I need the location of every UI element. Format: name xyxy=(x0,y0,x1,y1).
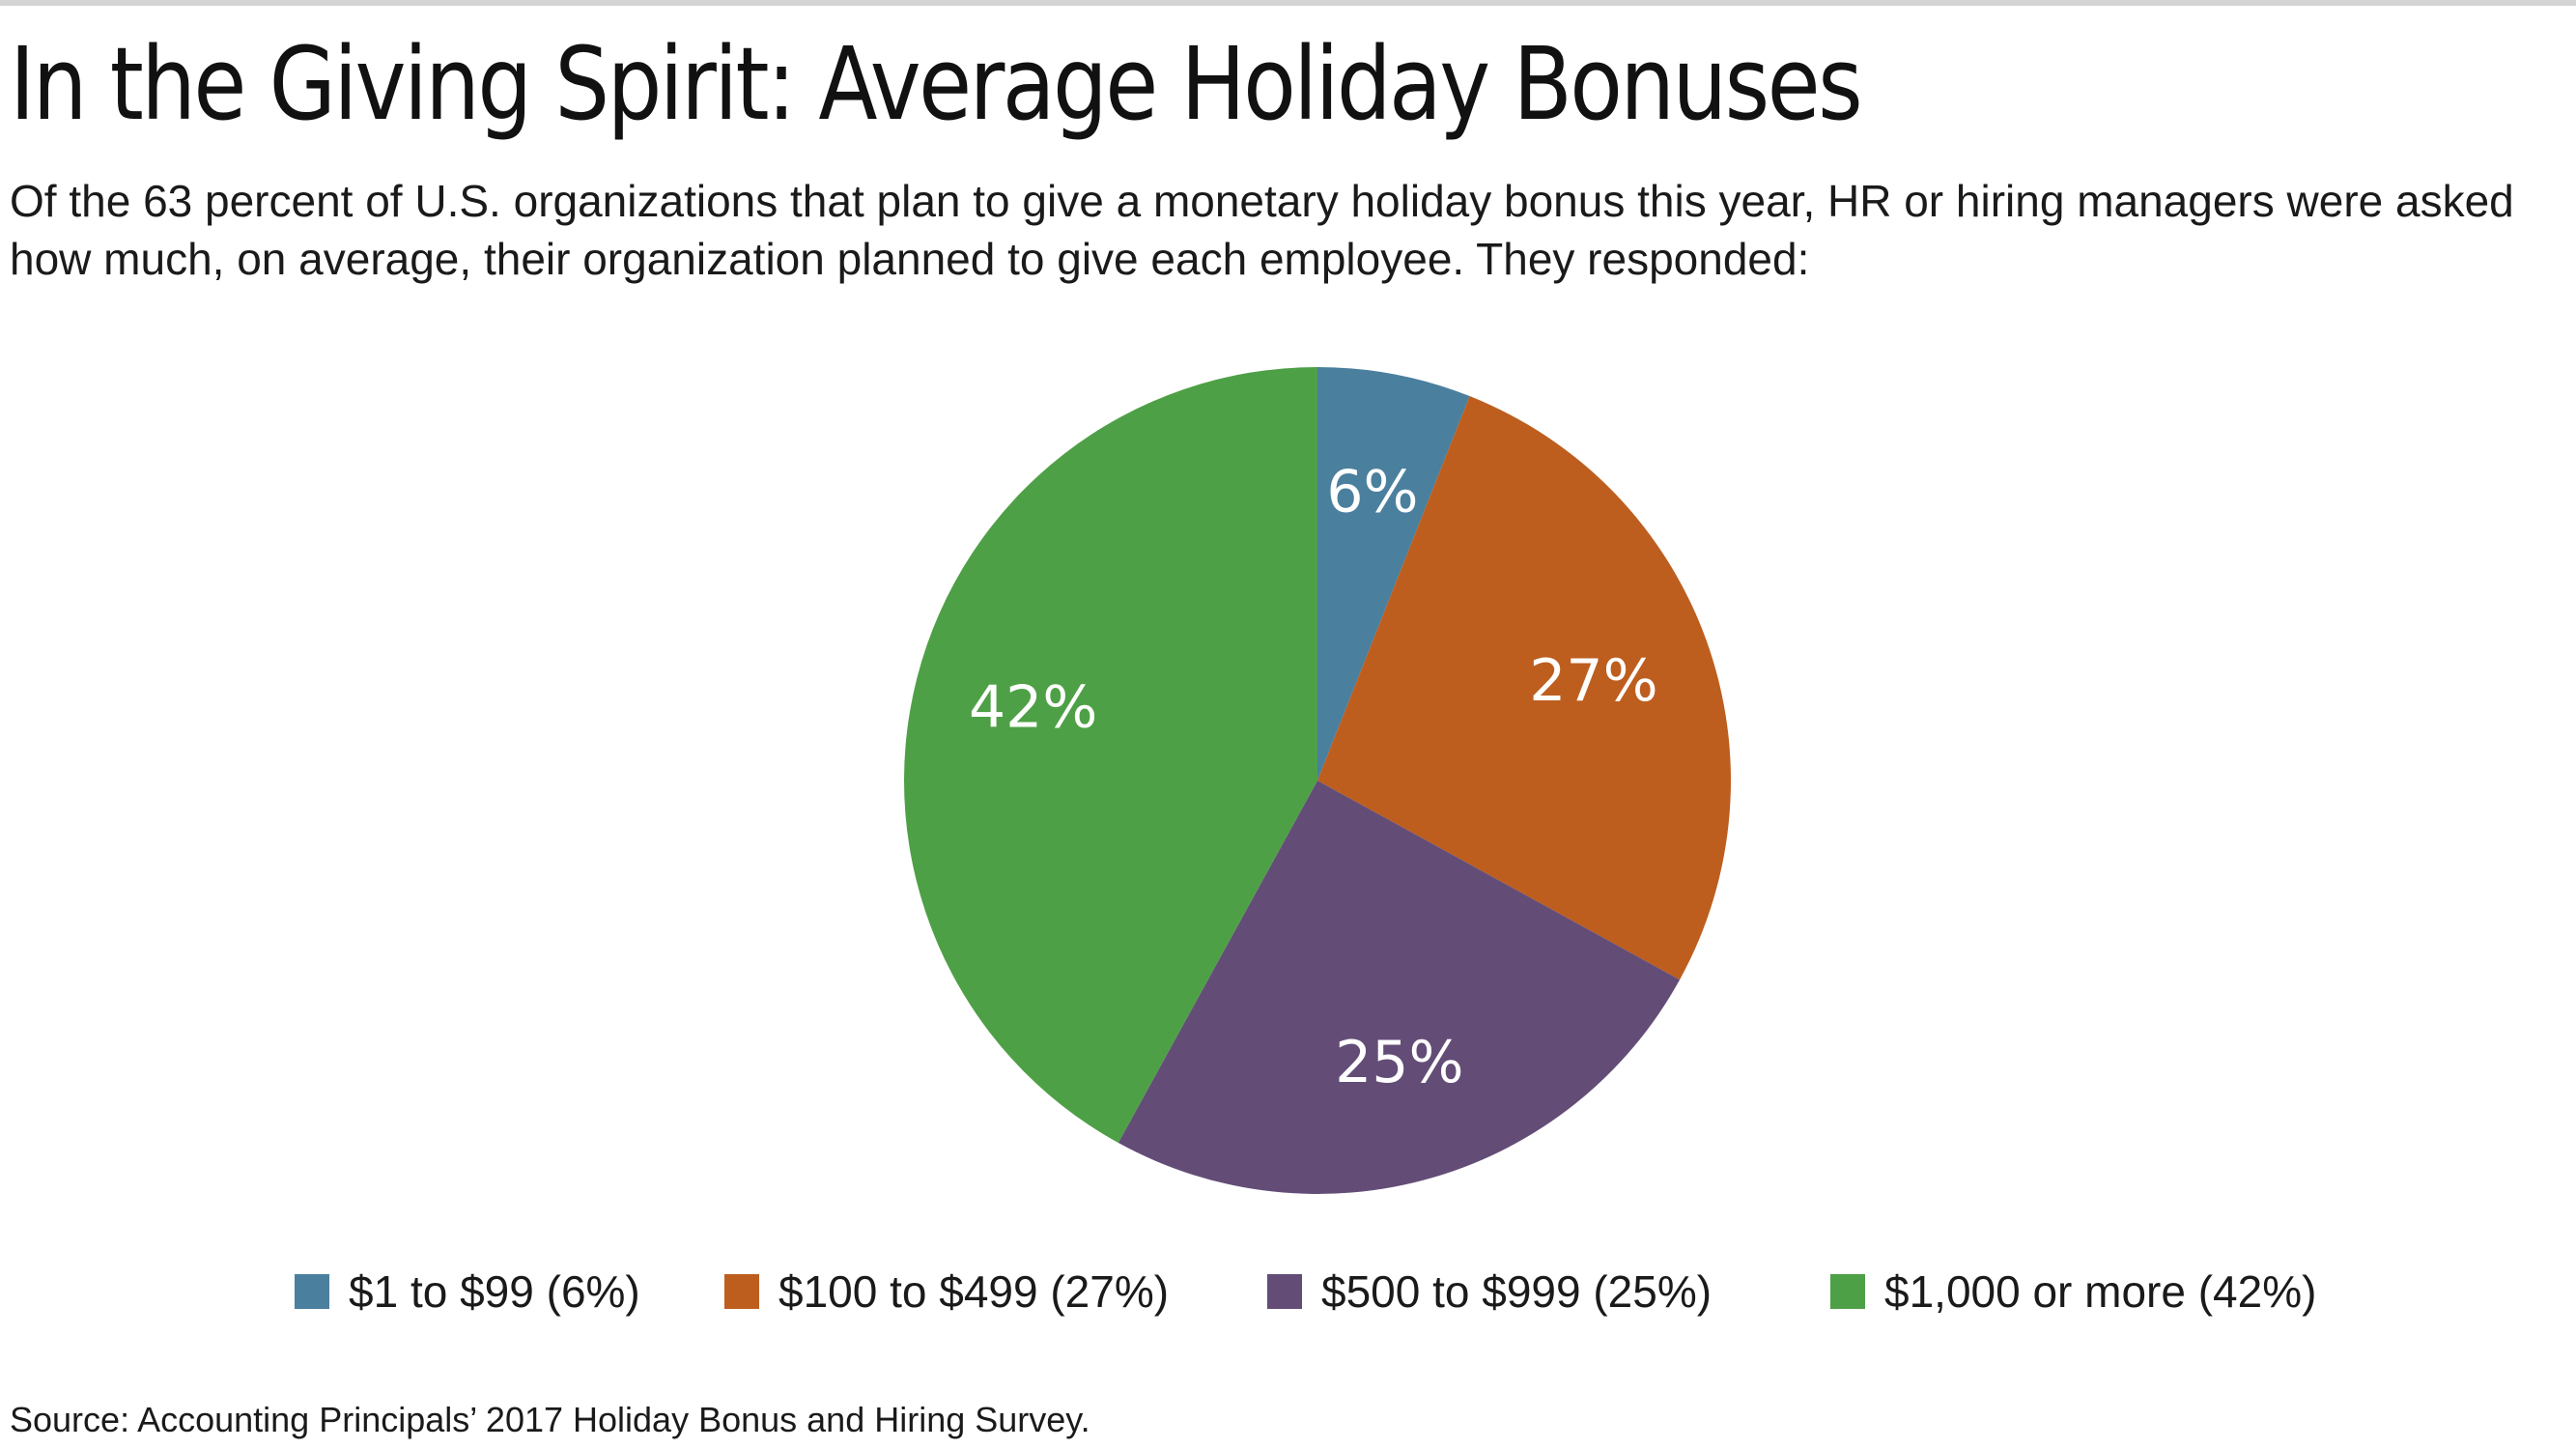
chart-subtitle: Of the 63 percent of U.S. organizations … xyxy=(10,176,2514,284)
legend-swatch xyxy=(724,1274,759,1309)
slice-value-label: 25% xyxy=(1335,1029,1463,1096)
slice-value-label: 42% xyxy=(969,673,1097,741)
pie-slice-2 xyxy=(1317,396,1731,980)
source-note: Source: Accounting Principals’ 2017 Holi… xyxy=(10,1400,1090,1439)
legend-swatch xyxy=(1267,1274,1302,1309)
legend-swatch xyxy=(295,1274,329,1309)
pie-slice-1 xyxy=(1317,367,1470,781)
legend-item: $1 to $99 (6%) xyxy=(295,1261,640,1322)
legend-label: $100 to $499 (27%) xyxy=(778,1266,1170,1317)
top-rule xyxy=(0,0,2576,6)
slice-value-label: 6% xyxy=(1326,459,1418,526)
legend: $1 to $99 (6%) $100 to $499 (27%) $500 to … xyxy=(0,1261,2576,1322)
legend-label: $1,000 or more (42%) xyxy=(1884,1266,2317,1317)
pie-slices xyxy=(904,367,1731,1194)
pie-labels: 6% 27% 25% 42% xyxy=(969,459,1658,1096)
pie-slice-3 xyxy=(1118,781,1681,1194)
legend-swatch xyxy=(1830,1274,1865,1309)
slice-value-label: 27% xyxy=(1529,647,1657,715)
legend-label: $500 to $999 (25%) xyxy=(1321,1266,1713,1317)
legend-item: $500 to $999 (25%) xyxy=(1267,1261,1712,1322)
legend-item: $1,000 or more (42%) xyxy=(1830,1261,2316,1322)
legend-item: $100 to $499 (27%) xyxy=(724,1261,1169,1322)
chart-title: In the Giving Spirit: Average Holiday Bo… xyxy=(10,25,1863,143)
pie-slice-4 xyxy=(904,367,1317,1144)
pie-chart: 6% 27% 25% 42% xyxy=(904,367,1731,1194)
legend-label: $1 to $99 (6%) xyxy=(349,1266,640,1317)
